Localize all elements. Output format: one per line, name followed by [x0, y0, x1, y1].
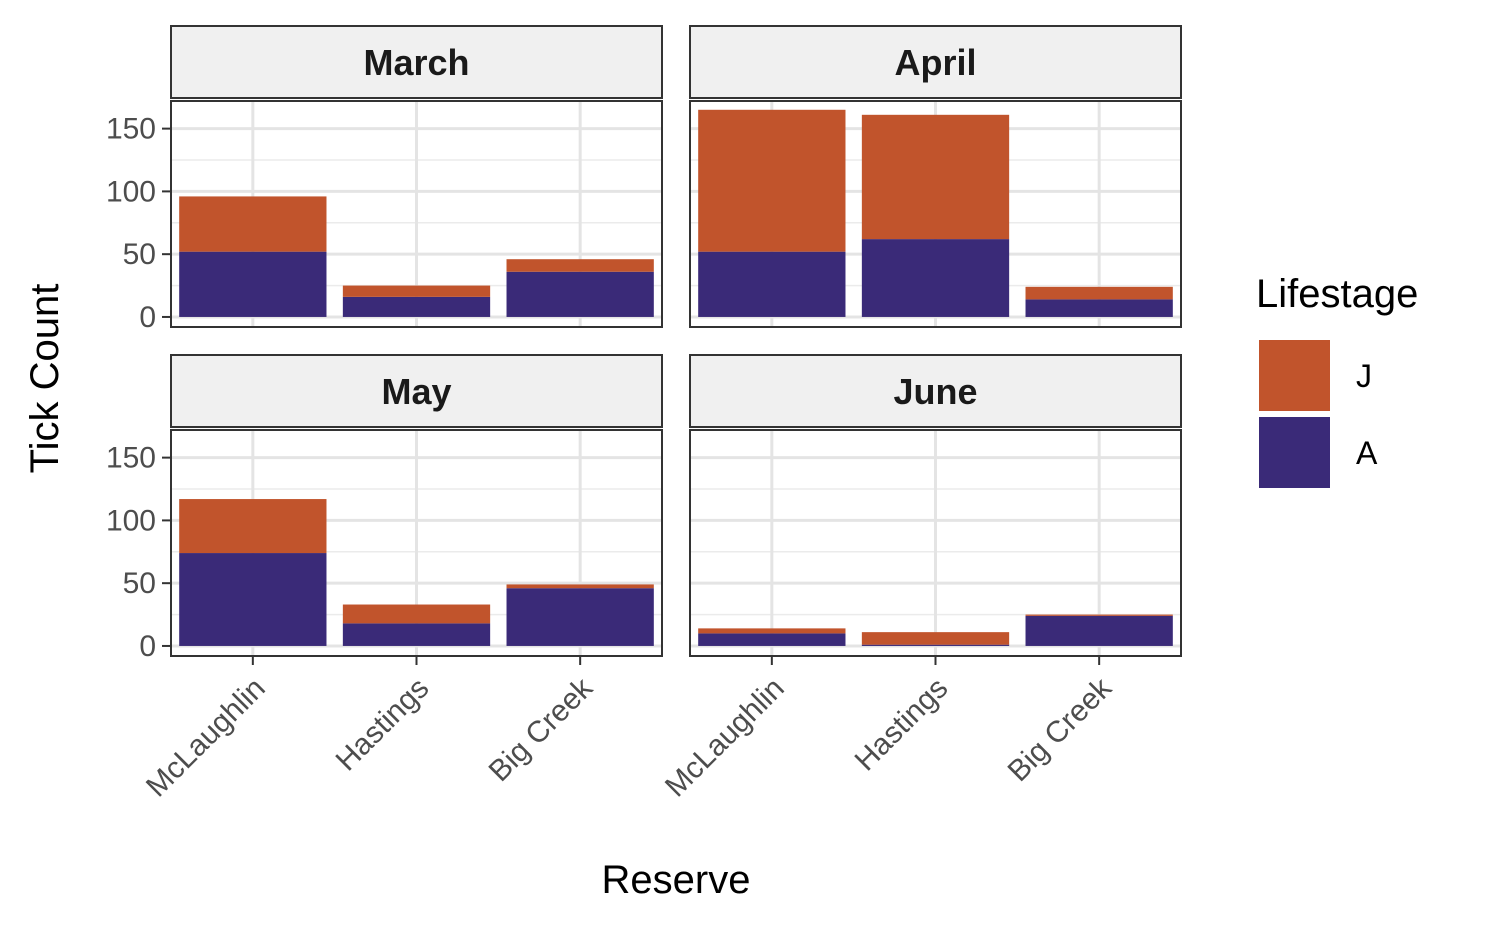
facet-panel: May 0 50 100 150 McLaughlin Hastings Big Creek: [106, 354, 663, 804]
bar-segment-A: [861, 239, 1010, 317]
legend-title: Lifestage: [1256, 272, 1418, 316]
facets: March 0 50 100 150 April May 0 50 100 150 McLaughli…: [106, 25, 1182, 804]
facet-strip: [170, 354, 663, 428]
legend-label: J: [1356, 358, 1372, 394]
bar-segment-J: [506, 584, 654, 589]
bar-segment-J: [506, 259, 654, 272]
facet-title: March: [363, 42, 469, 83]
bar-segment-A: [342, 623, 491, 646]
legend-key-J: [1259, 340, 1330, 411]
facet-title: April: [894, 42, 976, 83]
x-tick-label: Hastings: [330, 672, 436, 778]
facet-panel: June McLaughlin Hastings Big Creek: [659, 354, 1182, 804]
bar-segment-J: [861, 114, 1010, 240]
bar-segment-A: [506, 588, 654, 646]
x-tick-label: McLaughlin: [140, 672, 272, 804]
bar-segment-J: [1025, 286, 1173, 300]
panel-border: [689, 100, 1182, 328]
bar-segment-A: [861, 644, 1010, 646]
x-tick-label: Big Creek: [483, 671, 600, 788]
y-tick-label: 50: [123, 238, 156, 271]
bar-segment-A: [342, 296, 491, 317]
legend-key-A: [1259, 417, 1330, 488]
bar-segment-A: [1025, 615, 1173, 646]
bar-segment-J: [179, 499, 327, 554]
facet-strip: [689, 354, 1182, 428]
facet-strip: [170, 25, 663, 99]
y-tick-label: 0: [139, 630, 156, 663]
y-axis-title: Tick Count: [23, 284, 67, 474]
y-tick-label: 0: [139, 301, 156, 334]
facet-title: June: [893, 371, 977, 412]
bar-segment-A: [698, 251, 846, 317]
bar-segment-J: [342, 604, 491, 624]
legend: Lifestage J A: [1256, 272, 1418, 488]
bar-segment-J: [179, 196, 327, 252]
panel-border: [170, 100, 663, 328]
bar-segment-J: [342, 285, 491, 297]
y-tick-label: 100: [106, 175, 156, 208]
legend-label: A: [1356, 435, 1378, 471]
y-tick-label: 150: [106, 113, 156, 146]
facet-title: May: [381, 371, 451, 412]
y-tick-label: 50: [123, 567, 156, 600]
bar-segment-J: [698, 109, 846, 252]
facet-panel: March 0 50 100 150: [106, 25, 663, 334]
x-axis-title: Reserve: [602, 858, 751, 902]
y-tick-label: 150: [106, 442, 156, 475]
x-tick-label: McLaughlin: [659, 672, 791, 804]
bar-segment-J: [698, 628, 846, 634]
facet-panel: April: [689, 25, 1182, 328]
bar-segment-A: [179, 251, 327, 317]
bar-segment-A: [179, 553, 327, 646]
bar-segment-J: [1025, 614, 1173, 616]
y-tick-label: 100: [106, 504, 156, 537]
bar-segment-A: [1025, 299, 1173, 317]
x-tick-label: Hastings: [849, 672, 955, 778]
facet-strip: [689, 25, 1182, 99]
x-tick-label: Big Creek: [1002, 671, 1119, 788]
bar-segment-A: [506, 271, 654, 317]
bar-segment-A: [698, 633, 846, 646]
bar-segment-J: [861, 632, 1010, 645]
